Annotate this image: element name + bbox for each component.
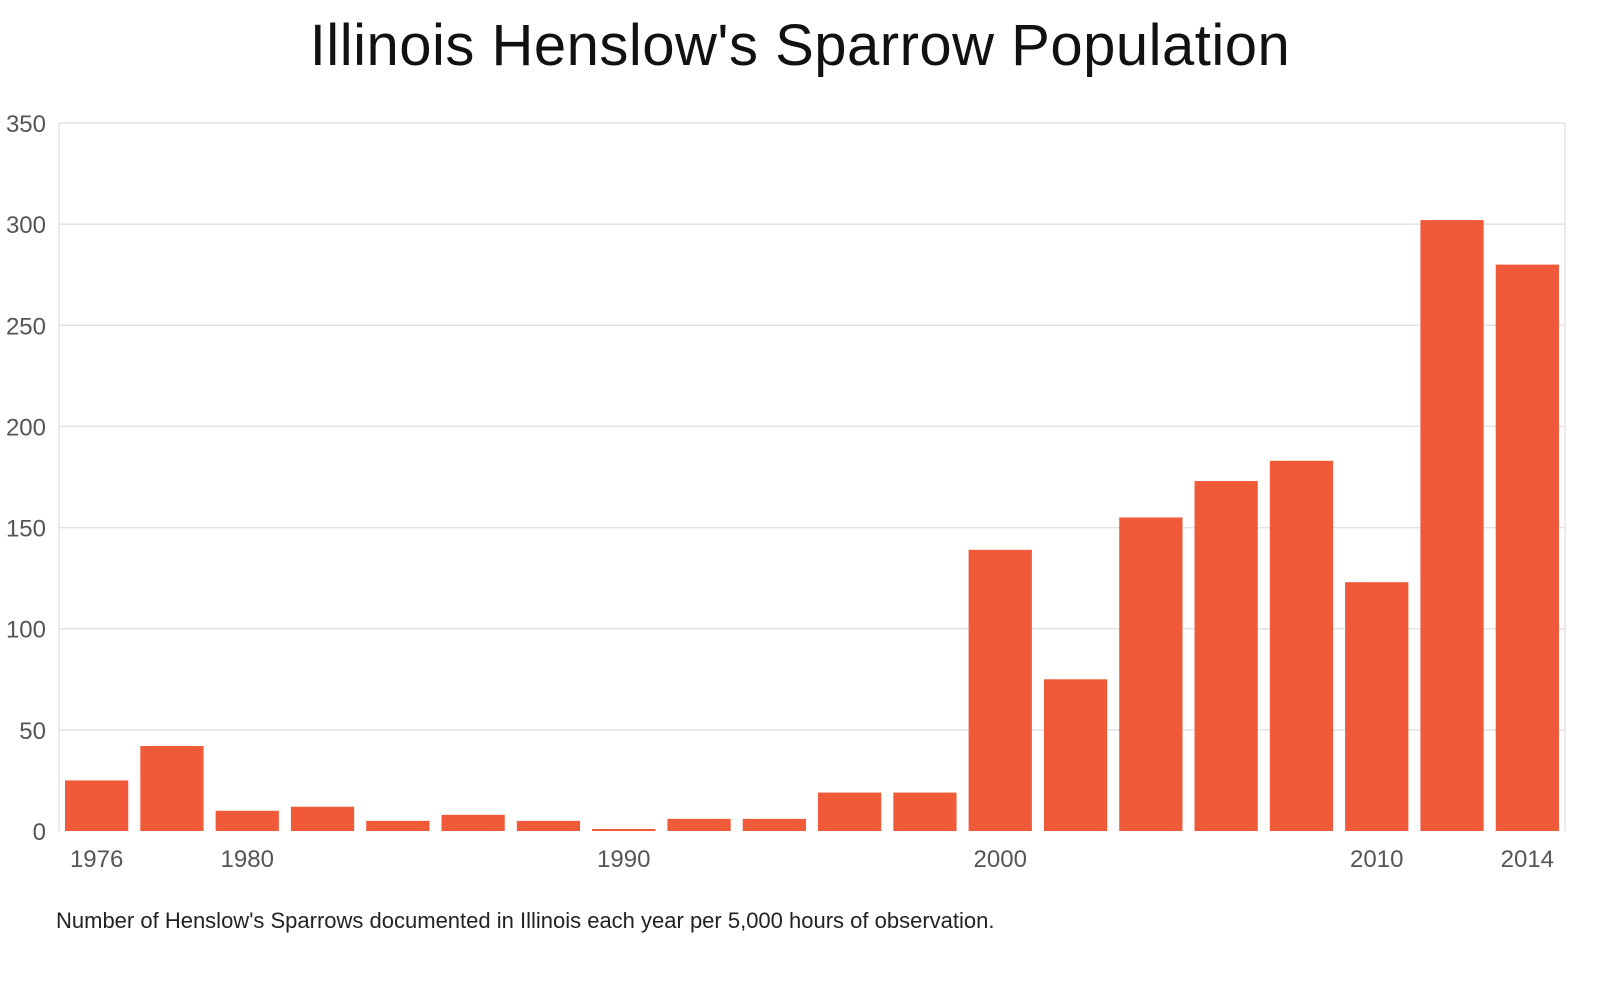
- y-tick-label-150: 150: [6, 516, 46, 543]
- x-tick-label-2000: 2000: [974, 846, 1027, 873]
- y-tick-label-200: 200: [6, 414, 46, 441]
- bar-2008: [1269, 460, 1334, 831]
- bars: [65, 220, 1559, 832]
- bar-1990: [592, 828, 656, 831]
- bar-1986: [441, 814, 505, 831]
- x-tick-label-2014: 2014: [1501, 846, 1554, 873]
- x-tick-label-1976: 1976: [70, 846, 123, 873]
- gridlines: [58, 122, 1566, 831]
- y-tick-label-50: 50: [19, 718, 46, 745]
- x-tick-label-1980: 1980: [221, 846, 274, 873]
- bar-2000: [968, 549, 1032, 831]
- chart-title: Illinois Henslow's Sparrow Population: [309, 13, 1291, 78]
- bar-1976: [65, 780, 129, 831]
- y-tick-label-250: 250: [6, 313, 46, 340]
- bar-2002: [1043, 679, 1108, 831]
- bar-2006: [1194, 481, 1258, 831]
- x-tick-label-1990: 1990: [597, 846, 650, 873]
- bar-1992: [667, 818, 731, 831]
- bar-1980: [215, 810, 279, 831]
- bar-1988: [516, 820, 581, 831]
- bar-1978: [140, 746, 204, 831]
- bar-1998: [893, 792, 957, 831]
- x-tick-label-2010: 2010: [1350, 846, 1403, 873]
- bar-2004: [1119, 517, 1183, 831]
- y-axis-tick-labels: 0 50 100 150 200 250 300 350: [6, 111, 46, 846]
- y-tick-label-300: 300: [6, 212, 46, 239]
- x-axis-tick-labels: 1976 1980 1990 2000 2010 2014: [70, 846, 1554, 873]
- y-tick-label-350: 350: [6, 111, 46, 138]
- bar-2010: [1345, 582, 1409, 831]
- bar-2014: [1495, 264, 1559, 832]
- bar-1982: [290, 806, 355, 831]
- bar-1996: [818, 792, 882, 831]
- bar-2012: [1420, 220, 1484, 832]
- bar-1984: [366, 820, 430, 831]
- y-tick-label-0: 0: [33, 819, 46, 846]
- y-tick-label-100: 100: [6, 617, 46, 644]
- bar-1994: [742, 818, 806, 831]
- chart-footnote: Number of Henslow's Sparrows documented …: [56, 908, 995, 933]
